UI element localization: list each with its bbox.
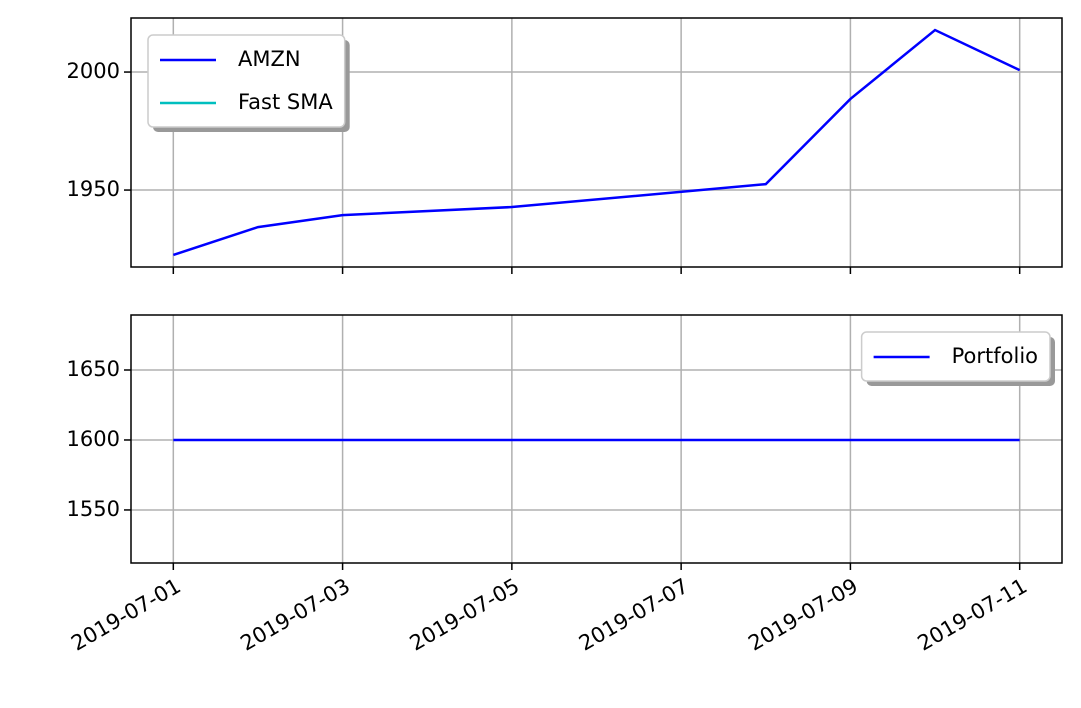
x-tick-label: 2019-07-09 (744, 574, 862, 656)
x-tick-label: 2019-07-05 (406, 574, 524, 656)
legend: AMZN Fast SMA (147, 34, 350, 132)
x-tick-label: 2019-07-03 (236, 574, 354, 656)
legend: Portfolio (860, 331, 1055, 386)
x-tick-label: 2019-07-07 (575, 574, 693, 656)
legend-label: Fast SMA (238, 90, 333, 114)
y-tick-label: 1550 (67, 497, 120, 521)
subplot: 2019-07-01 2019-07-03 2019-07-05 2019-07-07… (67, 314, 1063, 656)
legend-label: Portfolio (952, 344, 1038, 368)
axes-frame (130, 17, 1063, 268)
legend-box (860, 331, 1051, 382)
axes-frame (130, 314, 1063, 564)
x-tick-label: 2019-07-01 (67, 574, 185, 656)
y-tick-label: 1650 (67, 357, 120, 381)
series-line (172, 28, 1021, 257)
y-tick-label: 2000 (67, 59, 120, 83)
x-tick-label: 2019-07-11 (913, 574, 1031, 656)
y-tick-label: 1600 (67, 427, 120, 451)
subplot: 1950 2000 AMZN Fast SMA (67, 17, 1063, 274)
y-tick-label: 1950 (67, 177, 120, 201)
legend-label: AMZN (238, 47, 301, 71)
